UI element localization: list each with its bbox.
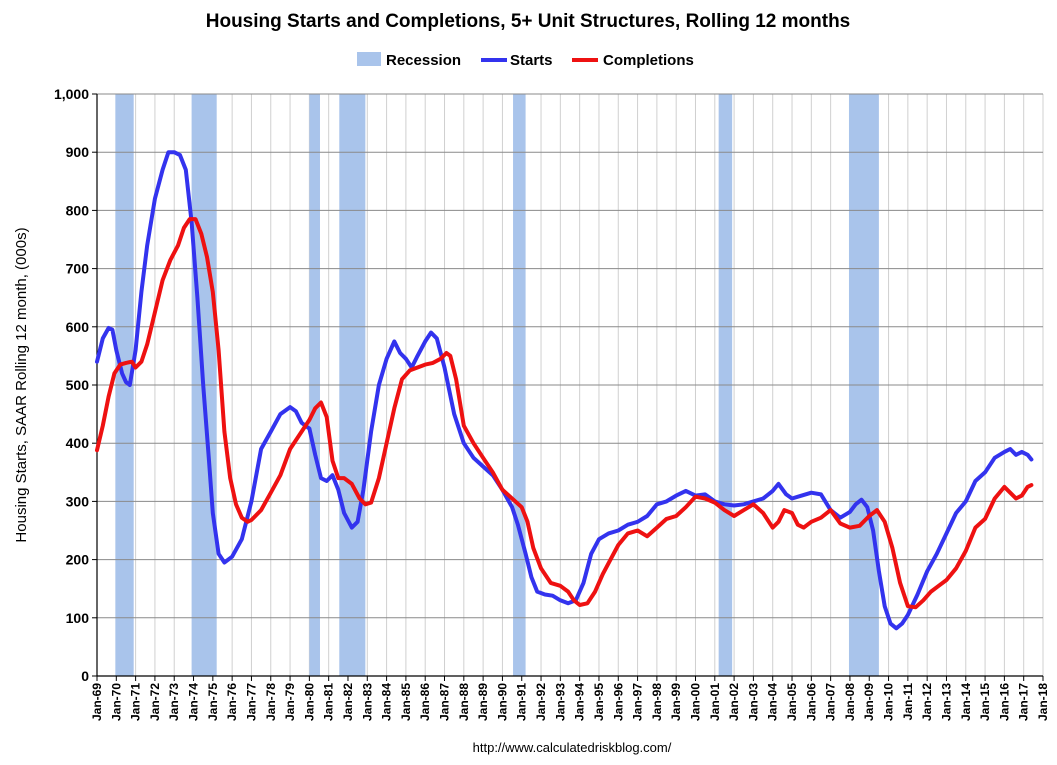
chart-title: Housing Starts and Completions, 5+ Unit … — [206, 11, 851, 32]
x-tick-label: Jan-91 — [515, 683, 529, 721]
x-tick-label: Jan-09 — [862, 683, 876, 721]
x-tick-label: Jan-17 — [1017, 683, 1031, 721]
x-tick-label: Jan-13 — [939, 683, 953, 721]
x-tick-label: Jan-15 — [978, 683, 992, 721]
x-tick-label: Jan-73 — [167, 683, 181, 721]
series-line-starts — [95, 150, 1034, 631]
x-tick-label: Jan-82 — [341, 683, 355, 721]
x-tick-label: Jan-93 — [553, 683, 567, 721]
x-tick-label: Jan-80 — [302, 683, 316, 721]
y-tick-label: 300 — [66, 493, 90, 509]
y-tick-label: 500 — [66, 377, 90, 393]
x-tick-label: Jan-86 — [418, 683, 432, 721]
y-tick-label: 200 — [66, 552, 90, 568]
legend-label-completions: Completions — [603, 52, 694, 69]
x-tick-label: Jan-83 — [360, 683, 374, 721]
y-tick-label: 700 — [66, 261, 90, 277]
x-tick-label: Jan-07 — [824, 683, 838, 721]
y-tick-label: 400 — [66, 435, 90, 451]
y-tick-label: 100 — [66, 610, 90, 626]
x-tick-label: Jan-08 — [843, 683, 857, 721]
series-line-completions — [95, 217, 1034, 610]
x-tick-label: Jan-16 — [997, 683, 1011, 721]
y-tick-label: 600 — [66, 319, 90, 335]
x-tick-label: Jan-70 — [109, 683, 123, 721]
x-tick-label: Jan-10 — [882, 683, 896, 721]
x-tick-label: Jan-78 — [264, 683, 278, 721]
x-tick-label: Jan-89 — [476, 683, 490, 721]
x-tick-label: Jan-01 — [708, 683, 722, 721]
x-tick-label: Jan-99 — [669, 683, 683, 721]
x-tick-label: Jan-88 — [457, 683, 471, 721]
x-tick-label: Jan-95 — [592, 683, 606, 721]
x-tick-label: Jan-69 — [90, 683, 104, 721]
y-tick-label: 0 — [81, 668, 89, 684]
legend-label-recession: Recession — [386, 52, 461, 69]
x-tick-label: Jan-11 — [901, 683, 915, 721]
legend-swatch-recession — [357, 52, 381, 66]
plot-area: 0 100 200 300 400 500 600 700 800 900 1,000 Jan-69 J… — [54, 86, 1050, 721]
x-tick-label: Jan-84 — [380, 683, 394, 721]
x-tick-label: Jan-04 — [766, 683, 780, 721]
x-tick-label: Jan-85 — [399, 683, 413, 721]
y-axis-label: Housing Starts, SAAR Rolling 12 month, (… — [13, 227, 30, 542]
x-tick-label: Jan-00 — [688, 683, 702, 721]
x-tick-label: Jan-05 — [785, 683, 799, 721]
y-tick-label: 900 — [66, 144, 90, 160]
x-tick-label: Jan-72 — [148, 683, 162, 721]
x-tick-label: Jan-14 — [959, 683, 973, 721]
y-tick-label: 800 — [66, 202, 90, 218]
x-tick-label: Jan-75 — [206, 683, 220, 721]
x-tick-label: Jan-12 — [920, 683, 934, 721]
x-tick-label: Jan-71 — [129, 683, 143, 721]
x-tick-label: Jan-77 — [244, 683, 258, 721]
x-tick-label: Jan-87 — [438, 683, 452, 721]
x-tick-label: Jan-06 — [804, 683, 818, 721]
x-tick-label: Jan-02 — [727, 683, 741, 721]
legend: Recession Starts Completions — [357, 52, 694, 69]
x-tick-label: Jan-97 — [631, 683, 645, 721]
x-tick-label: Jan-79 — [283, 683, 297, 721]
x-tick-label: Jan-92 — [534, 683, 548, 721]
x-tick-label: Jan-90 — [495, 683, 509, 721]
x-tick-label: Jan-94 — [573, 683, 587, 721]
x-tick-label: Jan-96 — [611, 683, 625, 721]
x-tick-label: Jan-81 — [322, 683, 336, 721]
y-tick-label: 1,000 — [54, 86, 89, 102]
x-tick-label: Jan-03 — [746, 683, 760, 721]
x-tick-label: Jan-98 — [650, 683, 664, 721]
x-tick-label: Jan-18 — [1036, 683, 1050, 721]
x-tick-label: Jan-74 — [187, 683, 201, 721]
source-url: http://www.calculatedriskblog.com/ — [473, 740, 672, 755]
legend-label-starts: Starts — [510, 52, 553, 69]
x-tick-label: Jan-76 — [225, 683, 239, 721]
